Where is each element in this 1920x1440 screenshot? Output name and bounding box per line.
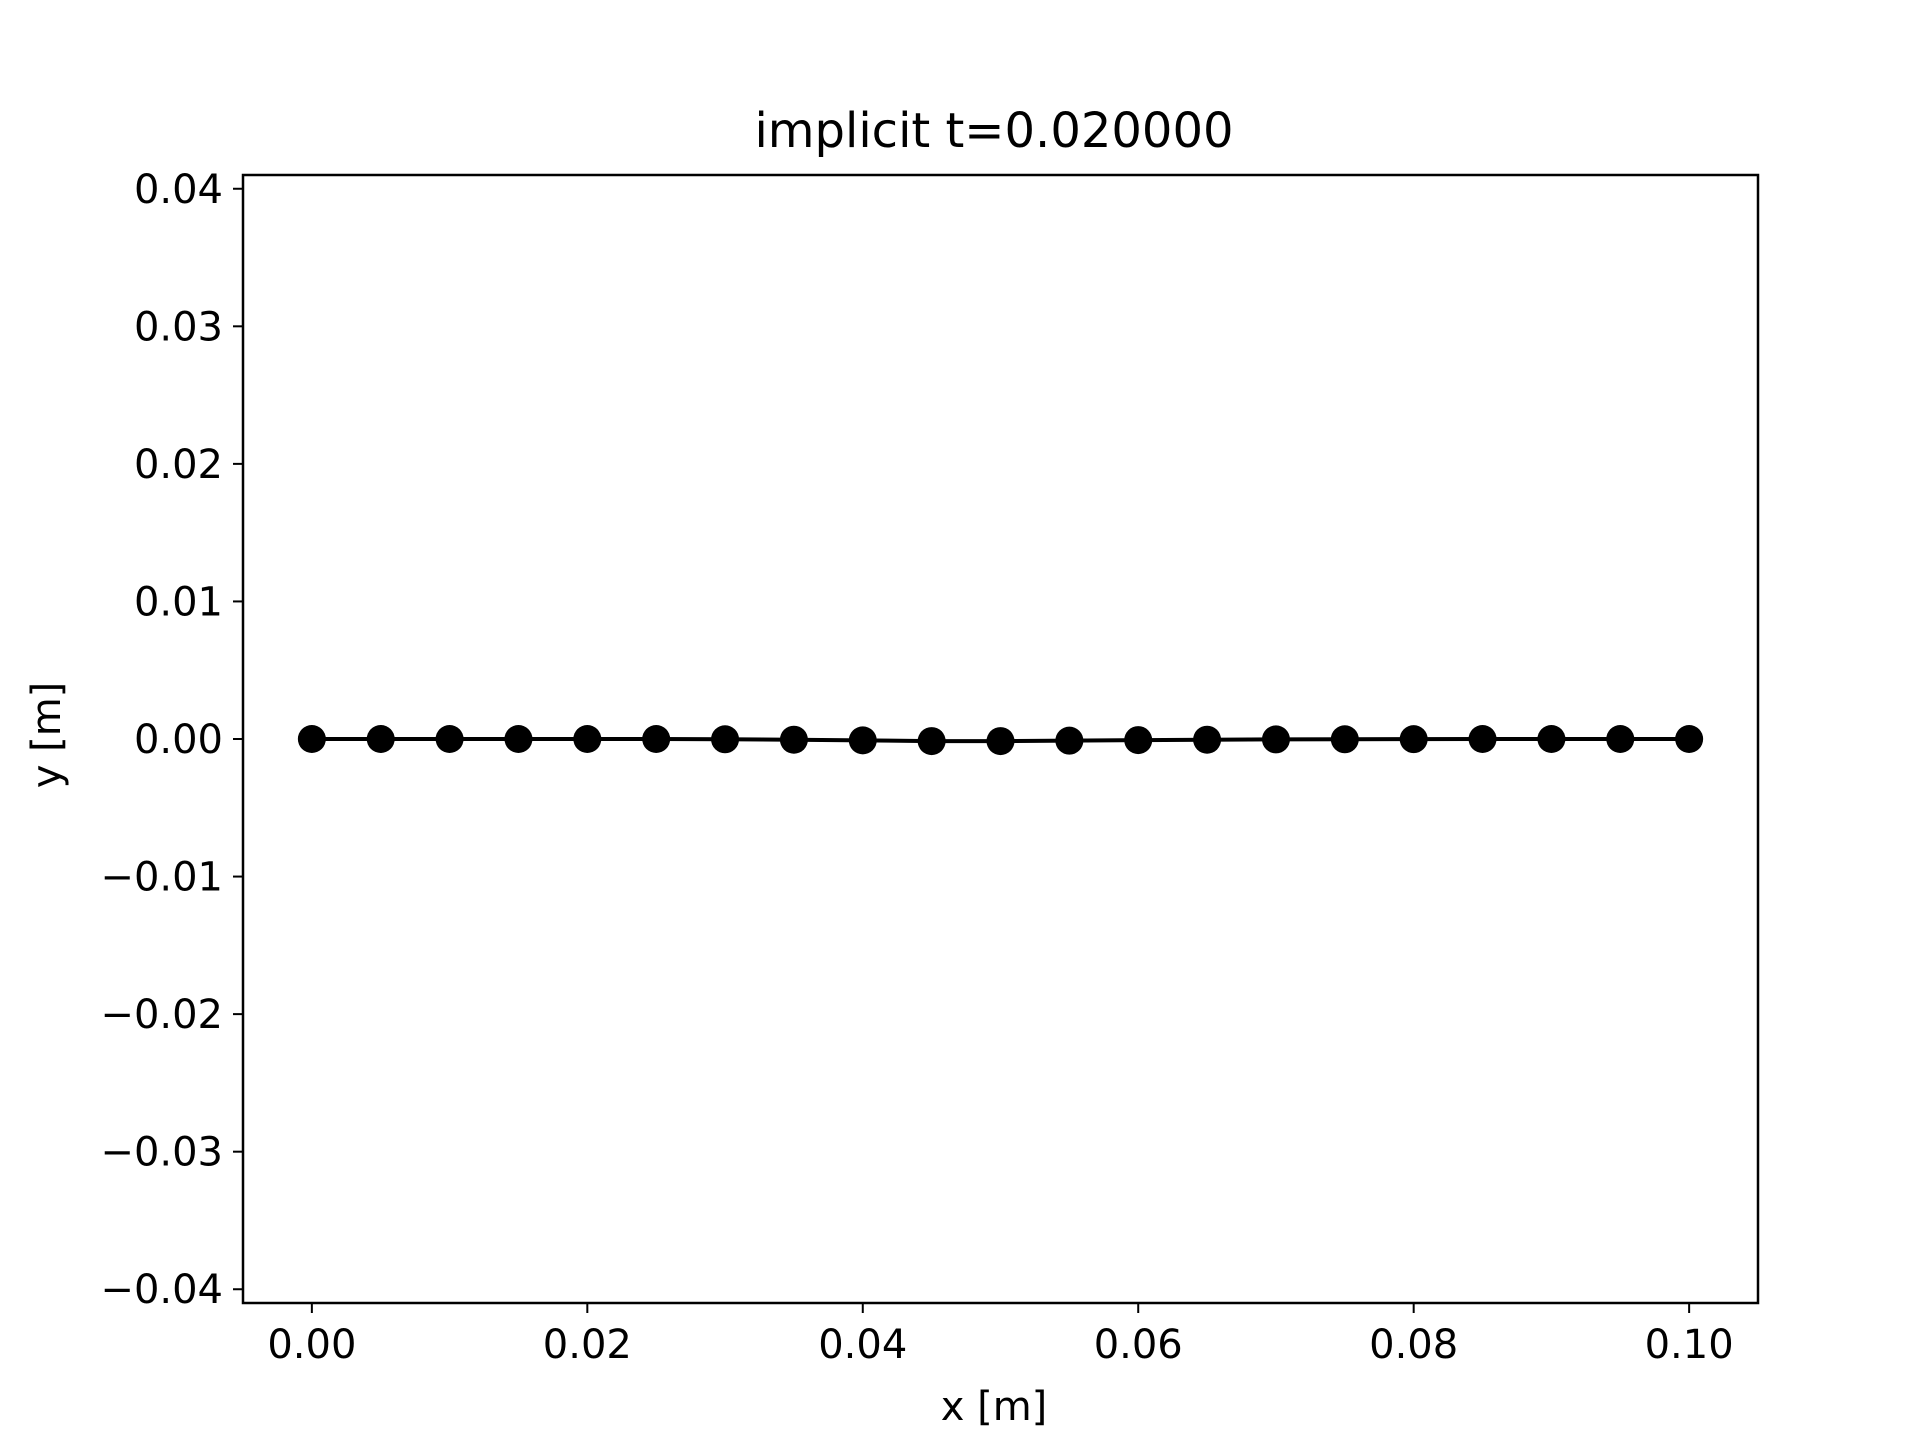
x-tick-label: 0.04	[818, 1322, 907, 1368]
data-point	[297, 725, 326, 753]
x-tick-label: 0.02	[543, 1322, 632, 1368]
y-tick-label: −0.04	[100, 1267, 223, 1313]
data-point	[1537, 725, 1566, 753]
x-tick-label: 0.08	[1369, 1322, 1458, 1368]
data-point	[573, 725, 602, 753]
y-axis-label: y [m]	[24, 682, 70, 789]
data-point	[1261, 725, 1290, 754]
data-point	[1468, 725, 1497, 753]
data-point	[1399, 725, 1428, 754]
chart-title: implicit t=0.020000	[754, 103, 1233, 159]
y-axis: 0.04 0.03 0.02 0.01 0.00 −0.01 −0.02 −0.03 −0.04	[100, 167, 243, 1313]
data-point	[711, 725, 740, 754]
y-tick-label: −0.01	[100, 855, 223, 901]
x-tick-label: 0.10	[1645, 1322, 1734, 1368]
y-tick-label: 0.00	[134, 717, 223, 763]
data-point	[435, 725, 464, 753]
data-point	[1124, 726, 1153, 755]
series-layer	[297, 725, 1704, 756]
data-point	[1193, 725, 1222, 754]
data-point	[917, 727, 946, 756]
data-point	[1606, 725, 1635, 753]
y-tick-label: −0.03	[100, 1130, 223, 1176]
data-point	[1330, 725, 1359, 754]
data-point	[986, 727, 1015, 756]
y-tick-label: 0.01	[134, 579, 223, 625]
data-point	[779, 725, 808, 754]
x-tick-label: 0.00	[267, 1322, 356, 1368]
data-point	[848, 726, 877, 755]
y-tick-label: 0.03	[134, 304, 223, 350]
x-axis: 0.00 0.02 0.04 0.06 0.08 0.10	[267, 1303, 1734, 1368]
y-tick-label: 0.02	[134, 442, 223, 488]
data-point	[504, 725, 533, 753]
x-axis-label: x [m]	[941, 1384, 1048, 1430]
data-point	[1675, 725, 1704, 753]
data-point	[642, 725, 671, 753]
x-tick-label: 0.06	[1094, 1322, 1183, 1368]
data-point	[1055, 726, 1084, 755]
data-point	[366, 725, 395, 753]
y-tick-label: 0.04	[134, 167, 223, 213]
y-tick-label: −0.02	[100, 992, 223, 1038]
